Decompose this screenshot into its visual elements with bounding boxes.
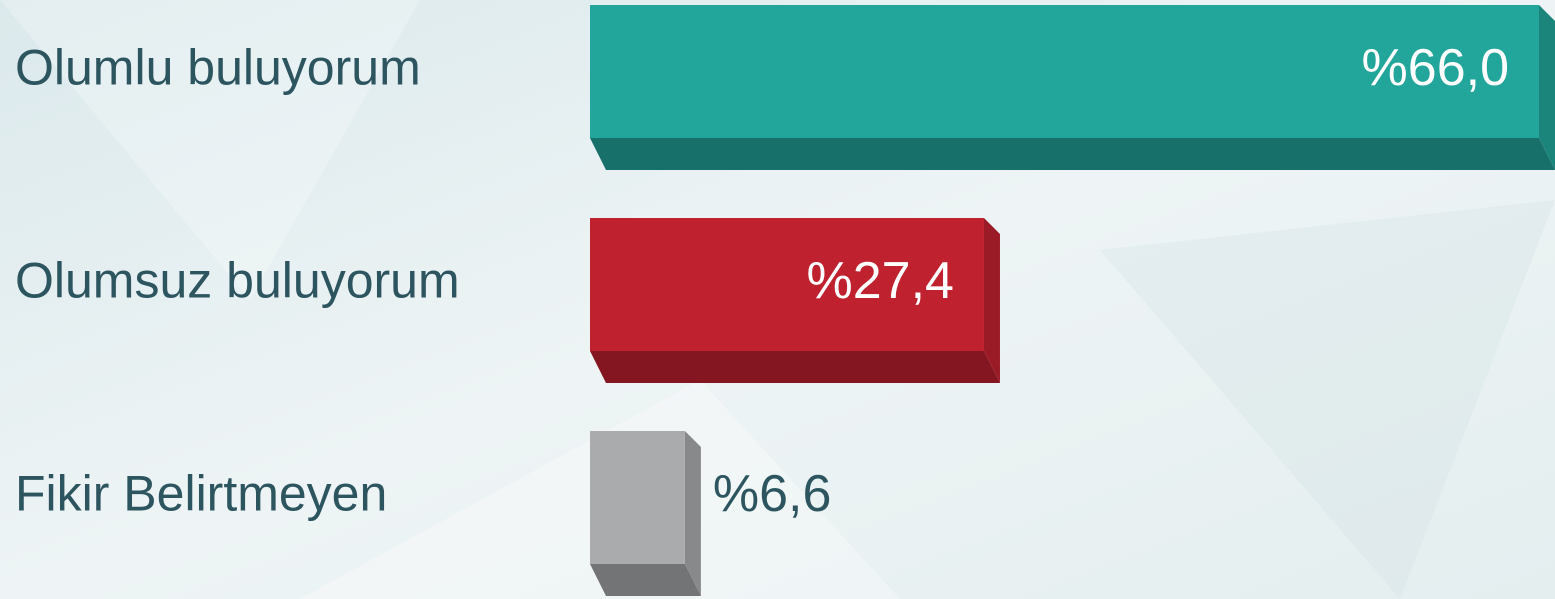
value-label: %27,4 [807,252,954,310]
category-label: Fikir Belirtmeyen [15,466,387,522]
bar-bottom [590,564,701,596]
bar [590,431,685,564]
bg-shape [1100,200,1555,599]
value-label: %66,0 [1362,39,1509,97]
value-label: %6,6 [713,465,832,523]
bar [590,218,984,351]
bar-side [684,431,701,596]
bar-bottom [590,138,1555,170]
category-label: Olumlu buluyorum [15,40,421,96]
bar-side [1539,5,1555,170]
bar [590,5,1539,138]
bar-bottom [590,351,1000,383]
bg-shape [0,0,420,300]
bar-side [983,218,1000,383]
category-label: Olumsuz buluyorum [15,253,460,309]
